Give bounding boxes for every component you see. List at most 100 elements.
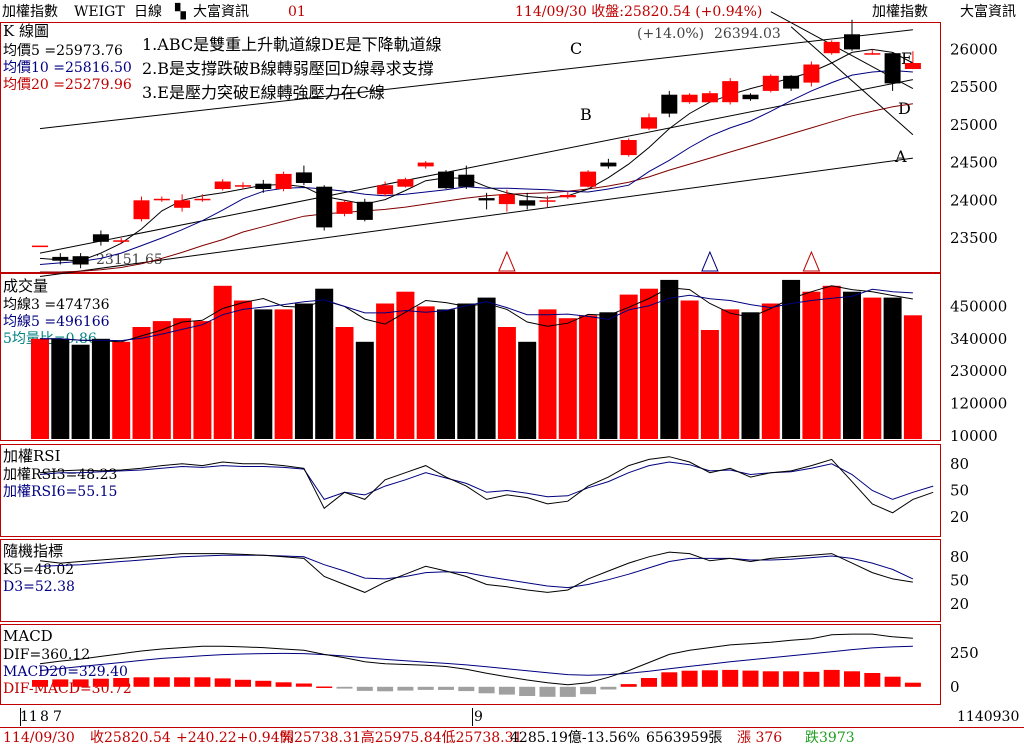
osc-bar bbox=[275, 682, 292, 687]
osc-bar bbox=[295, 683, 312, 687]
osc-bar bbox=[52, 679, 69, 687]
rsi3-line bbox=[39, 456, 934, 514]
candle-body bbox=[336, 201, 353, 214]
footer-change: +240.22+0.94% bbox=[176, 730, 293, 745]
price-tick-23500: 23500 bbox=[950, 229, 998, 247]
volume-bar bbox=[31, 338, 49, 439]
candle-body bbox=[32, 245, 48, 248]
note-2: 2.B是支撐跌破B線轉弱壓回D線尋求支撐 bbox=[142, 59, 434, 78]
candle-body bbox=[194, 198, 211, 201]
candle-body bbox=[92, 234, 109, 242]
volume-bar bbox=[640, 288, 658, 439]
volume-tick-340000: 340000 bbox=[950, 330, 1007, 348]
volume-bar bbox=[112, 341, 131, 439]
osc-bar bbox=[844, 671, 860, 687]
right-brand: 大富資訊 bbox=[960, 3, 1016, 20]
volume-bar bbox=[234, 300, 252, 439]
osc-bar bbox=[397, 686, 414, 691]
volume-panel-title: 成交量 bbox=[3, 277, 48, 295]
price-tick-25000: 25000 bbox=[950, 116, 998, 134]
rsi-panel-title: 加權RSI bbox=[3, 447, 61, 465]
volume-bar bbox=[497, 327, 516, 439]
dif-line bbox=[39, 633, 913, 686]
osc-bar bbox=[478, 686, 495, 694]
macd-legend: MACD DIF=360.12 MACD20=329.40 DIF-MACD=3… bbox=[3, 627, 132, 697]
osc-bar bbox=[661, 672, 678, 687]
volume-bar bbox=[132, 327, 151, 439]
d-label: D3=52.38 bbox=[3, 579, 75, 595]
volume-bar bbox=[51, 338, 70, 439]
candle-body bbox=[52, 256, 69, 261]
volume-bar bbox=[761, 303, 780, 439]
frame bbox=[0, 22, 1024, 728]
osc-bar bbox=[377, 686, 394, 692]
candle-body bbox=[356, 201, 373, 220]
candle-body bbox=[600, 162, 617, 167]
price-panel-title: K 線圖 bbox=[3, 22, 49, 40]
volume-bar bbox=[660, 279, 679, 439]
volume-bar bbox=[538, 309, 557, 439]
osc-bar bbox=[884, 676, 901, 687]
index-code: WEIGT bbox=[74, 4, 125, 20]
osc-bar bbox=[559, 686, 576, 697]
signal-triangle bbox=[498, 250, 516, 272]
volume-legend: 成交量 均線3 =474736 均線5 =496166 5均量比=0.86 bbox=[3, 277, 110, 347]
osc-bar bbox=[194, 677, 211, 687]
vol-ma3-line bbox=[40, 285, 913, 343]
osc-bar bbox=[214, 678, 231, 687]
x-right-label: 1140930 bbox=[957, 709, 1019, 725]
x-label-11: 11 bbox=[20, 709, 38, 725]
ma20-line bbox=[40, 103, 913, 273]
vol-ma5-label: 均線5 =496166 bbox=[3, 314, 110, 330]
osc-bar bbox=[133, 677, 150, 687]
volume-bar bbox=[477, 297, 496, 439]
osc-bar bbox=[458, 686, 475, 692]
pct-label: (+14.0%) bbox=[637, 26, 704, 42]
osc-bar bbox=[620, 684, 637, 687]
candle-body bbox=[701, 93, 718, 103]
volume-tick-450000: 450000 bbox=[950, 297, 1007, 315]
osc-bar bbox=[600, 686, 617, 690]
candle-body bbox=[580, 171, 597, 187]
volume-bar bbox=[579, 315, 598, 440]
volume-bar bbox=[863, 297, 882, 439]
candle-body bbox=[722, 81, 739, 103]
trend-line-c bbox=[39, 29, 913, 130]
price-tick-26000: 26000 bbox=[950, 40, 998, 58]
k-label: K5=48.02 bbox=[3, 562, 74, 578]
volume-tick-10000: 10000 bbox=[950, 427, 998, 445]
price-tick-24500: 24500 bbox=[950, 154, 998, 172]
kd-legend: 隨機指標 K5=48.02 D3=52.38 bbox=[3, 542, 75, 595]
k-line bbox=[39, 551, 913, 593]
rsi-tick-20: 20 bbox=[950, 508, 969, 526]
volume-bar bbox=[700, 330, 719, 439]
osc-bar bbox=[235, 679, 251, 687]
volume-bar bbox=[457, 303, 476, 439]
candle-body bbox=[884, 53, 901, 84]
footer-down-count: 跌3973 bbox=[805, 730, 855, 745]
line-letter-b: B bbox=[580, 105, 592, 124]
volume-bar bbox=[396, 291, 415, 439]
candle-body bbox=[174, 200, 191, 208]
line-letter-a: A bbox=[894, 147, 907, 166]
osc-bar bbox=[438, 686, 454, 690]
header-bar: 加權指數 WEIGT 日線 ▚ 大富資訊 01 114/09/30 收盤:258… bbox=[2, 2, 1016, 20]
x-label-8: 8 bbox=[40, 709, 49, 725]
candle-body bbox=[559, 195, 576, 198]
trend-line-d bbox=[790, 26, 914, 136]
candle-body bbox=[742, 94, 759, 100]
macd-tick-0: 0 bbox=[950, 678, 960, 696]
macd-line bbox=[39, 645, 913, 676]
line-letter-e: E bbox=[901, 49, 913, 68]
candle-body bbox=[498, 194, 515, 205]
volume-bar bbox=[254, 309, 273, 439]
kd-plot: 20 50 80 bbox=[39, 548, 969, 613]
volume-bar bbox=[558, 318, 577, 439]
grid-icon[interactable]: ▚ bbox=[174, 2, 186, 20]
osc-bar bbox=[174, 677, 191, 687]
osc-bar bbox=[762, 671, 779, 687]
osc-bar bbox=[864, 673, 881, 687]
rsi3-label: 加權RSI3=48.23 bbox=[3, 467, 117, 483]
volume-bar bbox=[437, 309, 455, 439]
volume-plot: 10000 120000 230000 340000 450000 bbox=[31, 279, 1007, 445]
